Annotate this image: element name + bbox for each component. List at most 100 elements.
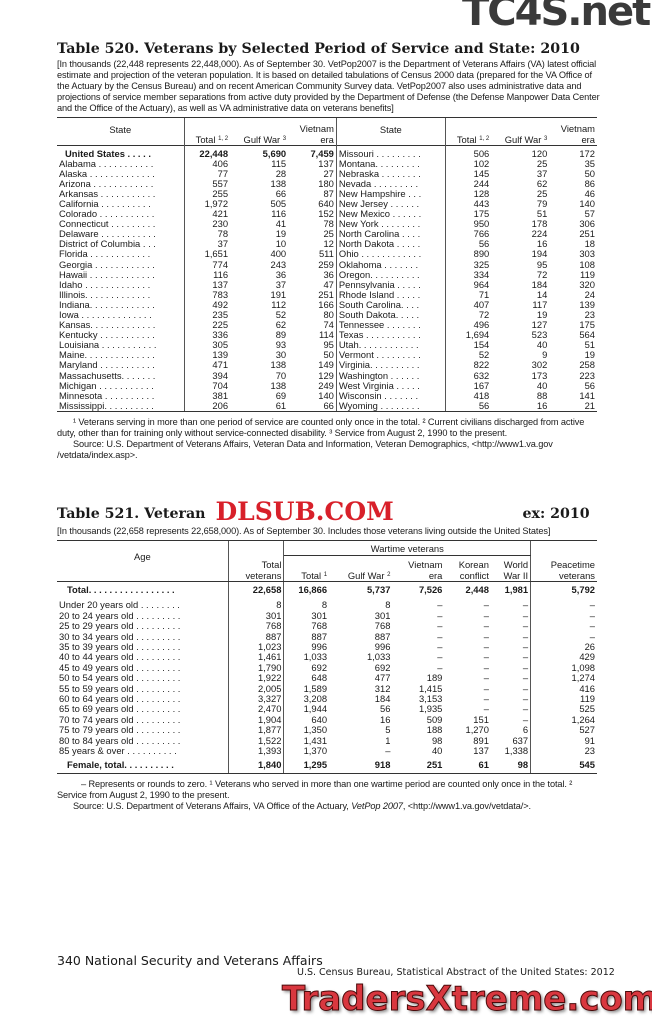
total-veterans-value: 2,470 (228, 703, 285, 715)
header-wartime-veterans: Wartime veterans (283, 540, 532, 556)
state-name: Alaska . . . . . . . . . . . . . (57, 168, 185, 179)
vietnam-value: 251 (426, 759, 443, 771)
total-value: 77 (217, 167, 229, 179)
vietnam-value: 509 (426, 713, 443, 725)
korean-value: – (483, 672, 489, 684)
total-veterans-value: 887 (228, 631, 285, 642)
gulf-war-value: 191 (270, 288, 287, 300)
gulf-war-value: 184 (531, 278, 548, 290)
table-row: Connecticut . . . . . . . . . 230 41 78 New … (57, 219, 597, 230)
state-name: Florida . . . . . . . . . . . . (57, 249, 185, 260)
peacetime-value: 416 (579, 682, 595, 694)
gulf-war-value: 120 (531, 147, 548, 159)
vietnam-value: 251 (579, 228, 595, 240)
table-row: Massachusetts. . . . . . . 394 70 129 Washin… (57, 369, 597, 381)
peacetime-value: 91 (584, 734, 595, 746)
total-value: 255 (212, 187, 229, 199)
table-row: Louisiana . . . . . . . . . . . 305 93 95 Ut… (57, 339, 597, 351)
korean-value: – (483, 640, 489, 652)
gulf-war-value: 477 (374, 672, 391, 684)
gulf-war-value: 243 (270, 258, 287, 270)
total-value: 137 (212, 278, 229, 290)
korean-value: 151 (473, 713, 489, 725)
state-name: Pennsylvania . . . . . (336, 279, 446, 290)
state-name: California . . . . . . . . . . (57, 198, 185, 210)
gulf-war-value: 138 (270, 379, 287, 391)
state-name: Oklahoma . . . . . . . (336, 259, 446, 270)
state-name: Montana. . . . . . . . . (336, 158, 446, 169)
state-name: Kansas. . . . . . . . . . . . . (57, 319, 185, 331)
gulf-war-value: 19 (275, 228, 287, 240)
peacetime-value: – (589, 599, 595, 611)
gulf-war-value: 14 (536, 288, 548, 300)
gulf-war-value: 1 (385, 734, 391, 746)
peacetime-value: 429 (579, 651, 595, 663)
total-value: 56 (478, 399, 490, 411)
table-row: 20 to 24 years old . . . . . . . . . 301 3… (57, 609, 597, 622)
gulf-war-value: 66 (275, 187, 287, 199)
total-value: 471 (212, 359, 229, 371)
wartime-total-value: 640 (311, 713, 328, 725)
total-value: 244 (473, 177, 490, 189)
table-row: Under 20 years old . . . . . . . . 8 8 8– – –… (57, 599, 597, 611)
gulf-war-value: 25 (536, 157, 548, 169)
peacetime-value: – (589, 630, 595, 642)
total-value: 154 (473, 339, 490, 351)
ww2-value: – (490, 599, 532, 611)
watermark-tc4s: TC4S.net (462, 0, 651, 35)
ww2-value: – (490, 662, 532, 674)
state-name: Maryland . . . . . . . . . . . (57, 360, 185, 371)
vietnam-value: 259 (288, 259, 337, 270)
vietnam-value: – (437, 609, 443, 621)
page-footer-right: U.S. Census Bureau, Statistical Abstract… (297, 967, 615, 978)
gulf-war-value: 996 (374, 640, 391, 652)
gulf-war-value: 116 (271, 208, 287, 220)
vietnam-value: 140 (579, 197, 595, 209)
state-name: Georgia . . . . . . . . . . . . (57, 259, 185, 270)
gulf-war-value: 16 (536, 238, 548, 250)
page-footer-left: 340 National Security and Veterans Affai… (57, 953, 323, 968)
state-name: Iowa . . . . . . . . . . . . . . (57, 309, 185, 321)
total-veterans-value: 1,922 (228, 672, 285, 684)
vietnam-value: 180 (288, 178, 337, 189)
state-name: Wyoming . . . . . . . . (336, 400, 446, 411)
age-label: 60 to 64 years old . . . . . . . . . (57, 693, 229, 705)
state-name: New York . . . . . . . . (336, 219, 446, 230)
vietnam-value: – (437, 651, 443, 663)
age-label: 35 to 39 years old . . . . . . . . . (57, 641, 229, 653)
total-value: 1,651 (204, 248, 229, 260)
state-name: South Carolina. . . . (336, 299, 446, 310)
table-row: Michigan . . . . . . . . . . . 704 138 249 W… (57, 379, 597, 391)
korean-value: 137 (473, 745, 489, 757)
ww2-value: – (490, 620, 532, 632)
total-value: 78 (217, 228, 229, 240)
gulf-war-value: 692 (374, 661, 391, 673)
vietnam-value: 189 (426, 672, 443, 684)
total-value: 128 (473, 187, 490, 199)
total-value: 1,972 (204, 197, 229, 209)
vietnam-value: 35 (584, 157, 595, 169)
vietnam-value: 188 (426, 724, 443, 736)
table-521-intro: [In thousands (22,658 represents 22,658,… (57, 525, 551, 536)
peacetime-value: 1,274 (571, 672, 595, 684)
gulf-war-value: 127 (531, 319, 548, 331)
total-row: Total. . . . . . . . . . . . . . . . . 22… (57, 581, 597, 601)
vietnam-value: 166 (288, 299, 337, 310)
state-name: Ohio . . . . . . . . . . . . (336, 249, 446, 260)
wartime-total-value: 301 (311, 609, 328, 621)
korean-value: – (483, 630, 489, 642)
wartime-total-value: 996 (311, 640, 328, 652)
table-row: Alaska . . . . . . . . . . . . . 77 28 27 Ne… (57, 167, 597, 179)
header-peacetime: Peacetime veterans (530, 540, 597, 582)
table-row: Kentucky . . . . . . . . . . . 336 89 114 Te… (57, 330, 597, 341)
state-name: District of Columbia . . . (57, 239, 185, 250)
korean-value: – (483, 620, 489, 632)
vietnam-value: – (437, 640, 443, 652)
age-label: 45 to 49 years old . . . . . . . . . (57, 662, 229, 674)
state-name: Colorado . . . . . . . . . . . (57, 208, 185, 220)
total-value: 496 (473, 319, 490, 331)
gulf-war-value: 173 (531, 369, 548, 381)
peacetime-value: 23 (584, 745, 595, 757)
vietnam-value: 152 (288, 208, 337, 220)
state-name: Vermont . . . . . . . . . (336, 350, 446, 361)
